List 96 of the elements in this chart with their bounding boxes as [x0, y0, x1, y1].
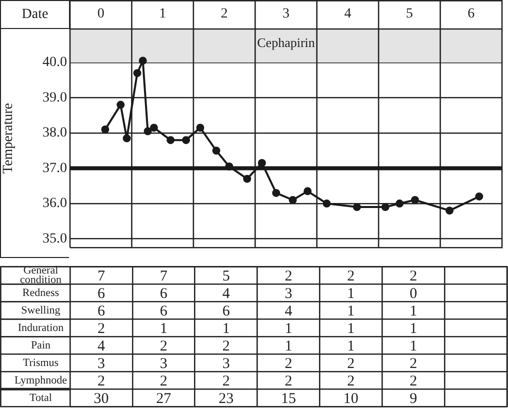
point: [352, 203, 361, 212]
x-tick-label: 3: [282, 6, 290, 22]
point: [122, 134, 131, 142]
point: [410, 196, 419, 204]
data-label: 1: [284, 338, 292, 354]
data-label: 7: [160, 268, 168, 284]
point: [101, 125, 110, 134]
x-tick-label: 0: [97, 6, 104, 22]
y-axis-title: Temperature: [1, 103, 16, 174]
data-label: 1: [410, 303, 418, 320]
x-tick-label: 4: [344, 6, 352, 22]
point: [243, 174, 252, 183]
data-label: 7: [97, 268, 106, 284]
data-label: 2: [284, 356, 292, 372]
y-tick-label: 36.0: [42, 196, 67, 212]
point: [150, 124, 158, 132]
y-tick-label: Lymphnode: [14, 374, 68, 386]
x-tick-label: 1: [159, 6, 166, 22]
data-label: 3: [160, 356, 168, 372]
y-tick-label: Pain: [30, 339, 51, 352]
x-tick-label: 2: [220, 6, 228, 22]
data-label: 1: [410, 320, 418, 337]
y-tick-label: General condition: [20, 264, 62, 286]
data-label: 6: [97, 303, 106, 320]
data-label: 2: [347, 373, 355, 390]
point: [272, 188, 280, 197]
data-label: 6: [160, 286, 168, 302]
data-label: 4: [222, 286, 230, 302]
data-label: 2: [410, 268, 418, 284]
data-label: 5: [222, 268, 230, 284]
data-label: 9: [410, 390, 418, 407]
point: [133, 69, 142, 78]
data-label: 4: [284, 303, 293, 320]
point: [166, 136, 175, 144]
point: [196, 124, 204, 132]
data-label: 2: [97, 373, 105, 390]
data-label: 3: [97, 356, 105, 372]
point: [182, 136, 190, 144]
data-label: 1: [347, 338, 355, 354]
data-label: 6: [222, 303, 230, 320]
data-label: 3: [284, 286, 292, 302]
y-tick-label: Total: [30, 392, 52, 404]
data-label: 10: [343, 390, 358, 407]
data-label: 2: [410, 373, 418, 390]
point: [322, 200, 331, 208]
data-label: 1: [347, 320, 355, 337]
point: [225, 162, 234, 171]
y-tick-label: 40.0: [42, 55, 67, 70]
y-tick-label: 38.0: [42, 126, 67, 141]
point: [475, 192, 484, 200]
point: [381, 203, 390, 212]
point: [304, 187, 312, 196]
point: [144, 127, 152, 136]
data-label: 4: [97, 338, 106, 354]
data-label: 6: [160, 303, 168, 320]
band-label: Cephapirin: [257, 35, 316, 50]
y-tick-label: Swelling: [21, 304, 61, 316]
y-tick-label: 39.0: [42, 90, 67, 106]
data-label: 30: [94, 390, 109, 407]
data-label: 1: [160, 320, 168, 337]
point: [258, 158, 266, 167]
data-label: 27: [156, 390, 172, 407]
data-label: 2: [347, 356, 355, 372]
data-label: 1: [284, 320, 292, 337]
y-tick-label: 35.0: [42, 231, 67, 246]
data-label: 2: [160, 338, 168, 354]
data-label: 1: [347, 286, 355, 302]
x-tick-label: 6: [468, 6, 475, 22]
data-label: 2: [160, 373, 168, 390]
data-label: 6: [97, 286, 106, 302]
point: [138, 56, 147, 65]
data-label: 2: [222, 338, 230, 354]
point: [288, 196, 297, 204]
data-label: 0: [410, 286, 418, 302]
point: [446, 206, 454, 215]
point: [396, 200, 404, 208]
data-label: 2: [410, 356, 418, 372]
data-label: 1: [410, 338, 418, 354]
y-tick-label: 37.0: [42, 160, 67, 176]
data-label: 23: [218, 390, 234, 407]
point: [212, 146, 220, 155]
point: [116, 100, 125, 109]
y-tick-label: Trismus: [22, 356, 59, 369]
data-label: 1: [222, 320, 230, 337]
data-label: 15: [281, 390, 296, 407]
data-label: 2: [284, 373, 292, 390]
data-label: 2: [222, 373, 230, 390]
data-label: 2: [97, 320, 105, 337]
data-label: 3: [222, 356, 230, 372]
y-tick-label: Redness: [22, 286, 60, 299]
data-label: 2: [347, 268, 355, 284]
x-axis-title: Date: [22, 7, 48, 22]
x-tick-label: 5: [406, 6, 413, 22]
data-label: 2: [284, 268, 292, 284]
y-tick-label: Induration: [18, 322, 64, 334]
data-label: 1: [347, 303, 355, 320]
